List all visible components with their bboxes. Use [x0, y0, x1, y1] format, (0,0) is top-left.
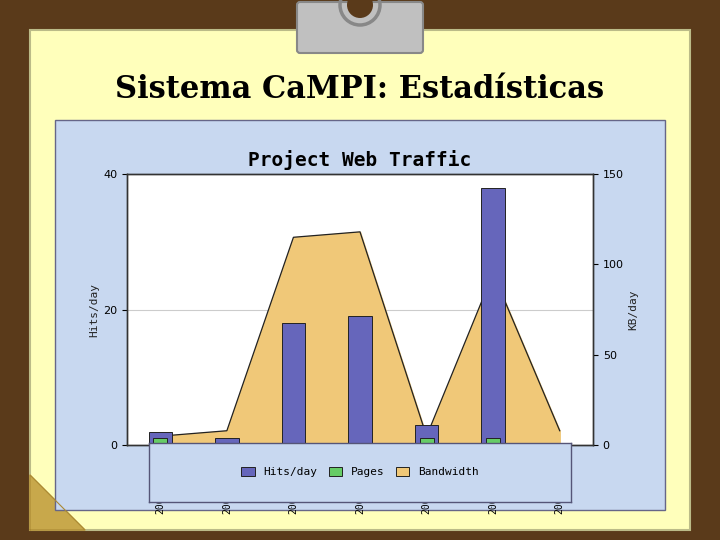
Title: Project Web Traffic: Project Web Traffic [248, 150, 472, 170]
Y-axis label: Hits/day: Hits/day [89, 282, 99, 336]
FancyBboxPatch shape [30, 30, 690, 530]
Y-axis label: KB/day: KB/day [628, 289, 638, 330]
Text: Sistema CaMPI: Estadísticas: Sistema CaMPI: Estadísticas [115, 75, 605, 105]
Circle shape [347, 0, 373, 18]
Bar [215, 438, 238, 445]
Bar [482, 187, 505, 445]
Bar [348, 316, 372, 445]
Legend: Hits/day, Pages, Bandwidth: Hits/day, Pages, Bandwidth [238, 464, 482, 481]
Bar [415, 425, 438, 445]
Bar [282, 323, 305, 445]
FancyBboxPatch shape [55, 120, 665, 510]
Bar [153, 438, 167, 445]
Bar [486, 438, 500, 445]
Bar [148, 431, 172, 445]
Bar [420, 438, 433, 445]
Polygon shape [30, 475, 85, 530]
FancyBboxPatch shape [297, 2, 423, 53]
